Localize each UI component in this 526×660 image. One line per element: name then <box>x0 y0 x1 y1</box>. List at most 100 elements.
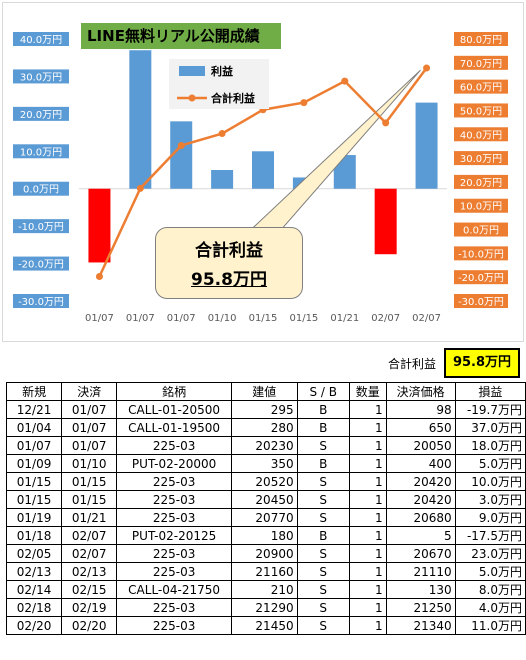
header-sell-buy: S / B <box>296 382 350 401</box>
cell-sell-buy: B <box>296 400 350 419</box>
cell-quantity: 1 <box>348 472 387 491</box>
cell-sell-buy: S <box>296 490 350 509</box>
cell-brand: 225-03 <box>116 490 232 509</box>
profit-bar <box>88 188 111 263</box>
cell-brand: PUT-02-20000 <box>116 454 232 473</box>
table-row: 01/07 01/07 225-03 20230 S 1 20050 18.0万円 <box>5 436 526 455</box>
cell-new: 02/13 <box>5 562 63 581</box>
profit-bar <box>415 102 438 189</box>
legend-bar-label: 利益 <box>211 64 233 78</box>
right-tick-label: 70.0万円 <box>460 59 502 70</box>
x-tick-label: 01/07 <box>126 313 155 324</box>
table-header-row: 新規 決済 銘柄 建値 S / B 数量 決済価格 損益 <box>5 382 526 401</box>
left-tick-box <box>13 106 69 121</box>
legend-line-label: 合計利益 <box>211 91 255 105</box>
cell-sell-buy: S <box>296 472 350 491</box>
cell-new: 01/09 <box>5 454 63 473</box>
right-tick-box <box>454 294 508 308</box>
table-row: 02/18 02/19 225-03 21290 S 1 21250 4.0万円 <box>5 598 526 617</box>
cell-profit-loss: 3.0万円 <box>454 490 526 509</box>
right-tick-label: 30.0万円 <box>460 154 502 165</box>
cumulative-point <box>423 64 431 72</box>
cumulative-point <box>382 119 390 127</box>
cell-close-price: 5 <box>385 526 456 545</box>
cell-new: 02/14 <box>5 580 63 599</box>
header-quantity: 数量 <box>348 382 387 401</box>
cell-settle: 01/10 <box>61 454 118 473</box>
cell-entry-price: 295 <box>230 400 298 419</box>
table-row: 02/20 02/20 225-03 21450 S 1 21340 11.0万円 <box>5 616 526 635</box>
cell-new: 01/15 <box>5 490 63 509</box>
cell-close-price: 21340 <box>385 616 456 635</box>
header-profit-loss: 損益 <box>454 382 526 401</box>
cell-close-price: 400 <box>385 454 456 473</box>
right-tick-label: 0.0万円 <box>463 226 499 237</box>
cell-settle: 02/13 <box>61 562 118 581</box>
cell-profit-loss: 11.0万円 <box>454 616 526 635</box>
cell-quantity: 1 <box>348 454 387 473</box>
cell-entry-price: 21450 <box>230 616 298 635</box>
cell-new: 02/20 <box>5 616 63 635</box>
header-entry-price: 建値 <box>230 382 298 401</box>
cell-sell-buy: S <box>296 508 350 527</box>
cell-settle: 01/15 <box>61 472 118 491</box>
cell-close-price: 20680 <box>385 508 456 527</box>
cell-brand: CALL-01-19500 <box>116 418 232 437</box>
cell-profit-loss: 37.0万円 <box>454 418 526 437</box>
cell-entry-price: 180 <box>230 526 298 545</box>
right-tick-label: 60.0万円 <box>460 83 502 94</box>
cell-close-price: 20420 <box>385 490 456 509</box>
summary-label: 合計利益 <box>387 357 436 371</box>
profit-bar <box>374 188 397 255</box>
left-tick-box <box>13 256 69 271</box>
x-tick-label: 01/21 <box>330 313 359 324</box>
cell-profit-loss: 5.0万円 <box>454 454 526 473</box>
right-tick-box <box>454 246 508 261</box>
cumulative-point <box>218 130 226 138</box>
cell-sell-buy: S <box>296 616 350 635</box>
cell-brand: 225-03 <box>116 598 232 617</box>
cell-entry-price: 20770 <box>230 508 298 527</box>
cumulative-point <box>300 99 308 107</box>
cell-new: 02/05 <box>5 544 63 563</box>
cell-brand: 225-03 <box>116 436 232 455</box>
profit-bar <box>211 170 234 189</box>
cell-brand: 225-03 <box>116 544 232 563</box>
cell-quantity: 1 <box>348 580 387 599</box>
cell-sell-buy: S <box>296 580 350 599</box>
right-tick-box <box>454 127 508 142</box>
right-tick-box <box>454 198 508 213</box>
cell-profit-loss: 9.0万円 <box>454 508 526 527</box>
table-row: 02/13 02/13 225-03 21160 S 1 21110 5.0万円 <box>5 562 526 581</box>
cell-entry-price: 210 <box>230 580 298 599</box>
cell-quantity: 1 <box>348 598 387 617</box>
cell-quantity: 1 <box>348 544 387 563</box>
cell-quantity: 1 <box>348 418 387 437</box>
cumulative-point <box>341 77 349 85</box>
cell-close-price: 20670 <box>385 544 456 563</box>
right-tick-box <box>454 79 508 94</box>
cell-sell-buy: B <box>296 526 350 545</box>
cumulative-point <box>136 184 144 192</box>
cell-settle: 02/15 <box>61 580 118 599</box>
table-row: 12/21 01/07 CALL-01-20500 295 B 1 98 -19.7万円 <box>5 400 526 419</box>
left-tick-box <box>13 144 69 159</box>
x-tick-label: 02/07 <box>412 313 441 324</box>
table-row: 02/14 02/15 CALL-04-21750 210 S 1 130 8.0万円 <box>5 580 526 599</box>
x-tick-label: 01/15 <box>289 313 318 324</box>
left-tick-label: 20.0万円 <box>20 110 62 121</box>
cell-sell-buy: S <box>296 562 350 581</box>
cell-new: 12/21 <box>5 400 63 419</box>
cell-new: 01/19 <box>5 508 63 527</box>
cell-sell-buy: B <box>296 418 350 437</box>
cell-profit-loss: 23.0万円 <box>454 544 526 563</box>
x-tick-label: 01/15 <box>249 313 278 324</box>
cell-new: 02/18 <box>5 598 63 617</box>
header-new: 新規 <box>5 382 63 401</box>
cell-entry-price: 350 <box>230 454 298 473</box>
left-tick-label: 10.0万円 <box>20 147 62 158</box>
cell-close-price: 20420 <box>385 472 456 491</box>
cell-new: 01/15 <box>5 472 63 491</box>
legend-bar-swatch <box>179 66 205 76</box>
cell-close-price: 98 <box>385 400 456 419</box>
